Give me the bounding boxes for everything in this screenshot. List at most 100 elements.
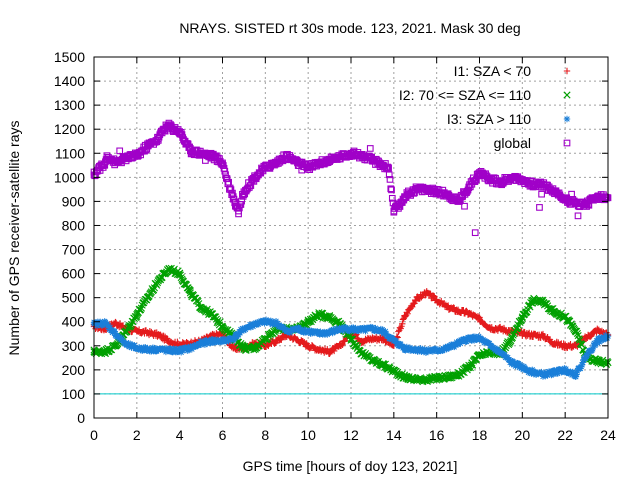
data-point <box>122 341 130 348</box>
data-point <box>529 331 537 339</box>
y-tick-label: 900 <box>62 193 86 209</box>
data-series <box>90 119 612 386</box>
data-point <box>366 145 374 152</box>
data-point <box>238 197 245 205</box>
x-tick-label: 14 <box>386 427 402 443</box>
data-point <box>582 355 590 362</box>
data-point <box>369 335 376 342</box>
data-point <box>201 341 209 348</box>
data-point <box>251 320 258 328</box>
data-point <box>385 333 392 340</box>
data-point <box>358 326 365 334</box>
legend-marker <box>563 91 571 99</box>
data-point <box>240 344 248 352</box>
legend-marker <box>563 139 571 147</box>
data-point <box>125 340 132 347</box>
legend-label: I1: SZA < 70 <box>454 63 532 79</box>
data-point <box>578 363 585 370</box>
data-point <box>222 171 229 179</box>
data-point <box>186 289 194 297</box>
data-point <box>133 310 141 319</box>
data-point <box>379 328 387 335</box>
data-point <box>308 327 315 334</box>
data-point <box>443 373 451 381</box>
data-point <box>151 344 158 352</box>
data-point <box>572 327 580 335</box>
data-point <box>165 337 173 345</box>
data-point <box>476 169 483 176</box>
data-point <box>261 164 269 172</box>
data-point <box>411 375 419 384</box>
x-tick-label: 10 <box>300 427 316 443</box>
data-point <box>385 164 392 172</box>
data-point <box>465 335 472 342</box>
data-point <box>487 342 494 349</box>
data-point <box>551 340 558 347</box>
data-point <box>561 195 569 203</box>
data-point <box>368 356 377 364</box>
legend-marker <box>563 67 571 75</box>
data-point <box>187 345 194 352</box>
data-point <box>336 153 344 161</box>
legend-label: I3: SZA > 110 <box>447 111 531 127</box>
data-point <box>197 149 205 157</box>
data-point <box>497 349 505 357</box>
data-point <box>551 188 558 196</box>
data-point <box>518 176 526 184</box>
data-point <box>236 329 244 337</box>
data-point <box>187 147 194 155</box>
data-point <box>214 317 222 325</box>
data-point <box>385 171 393 179</box>
data-point <box>144 142 151 150</box>
y-tick-label: 600 <box>62 266 86 282</box>
y-tick-label: 0 <box>77 410 85 426</box>
data-point <box>465 183 473 191</box>
data-point <box>262 318 269 325</box>
data-point <box>271 340 278 347</box>
data-point <box>245 184 253 191</box>
data-point <box>444 345 451 352</box>
data-point <box>454 340 462 347</box>
data-point <box>278 336 285 343</box>
data-point <box>122 327 130 335</box>
data-point <box>454 198 462 205</box>
data-point <box>294 336 301 343</box>
data-point <box>487 324 494 331</box>
data-point <box>112 159 119 167</box>
x-tick-label: 12 <box>343 427 359 443</box>
data-point <box>369 325 376 333</box>
data-point <box>111 328 118 335</box>
data-point <box>390 337 398 345</box>
data-point <box>604 334 611 342</box>
data-point <box>116 147 124 155</box>
x-tick-label: 24 <box>600 427 616 443</box>
data-point <box>347 325 355 333</box>
data-point <box>219 337 226 345</box>
data-point <box>514 324 522 332</box>
y-tick-label: 1000 <box>54 169 85 185</box>
data-point <box>247 324 255 331</box>
data-point <box>476 335 483 342</box>
data-point <box>444 304 451 311</box>
data-point <box>583 200 590 208</box>
data-point <box>150 286 158 294</box>
data-point <box>251 173 258 181</box>
data-point <box>230 345 237 352</box>
x-tick-label: 6 <box>219 427 227 443</box>
data-point <box>131 342 138 349</box>
data-point <box>272 319 280 327</box>
data-point <box>508 334 516 343</box>
data-point <box>294 325 301 333</box>
data-point <box>561 366 569 374</box>
data-point <box>602 332 609 339</box>
data-point <box>315 330 323 337</box>
data-point <box>358 337 365 345</box>
data-point <box>529 296 537 304</box>
data-point <box>454 307 462 315</box>
data-point <box>451 343 458 351</box>
data-point <box>572 200 580 208</box>
data-point <box>568 190 575 198</box>
data-point <box>590 341 597 349</box>
data-point <box>232 202 239 210</box>
data-point <box>579 359 586 366</box>
